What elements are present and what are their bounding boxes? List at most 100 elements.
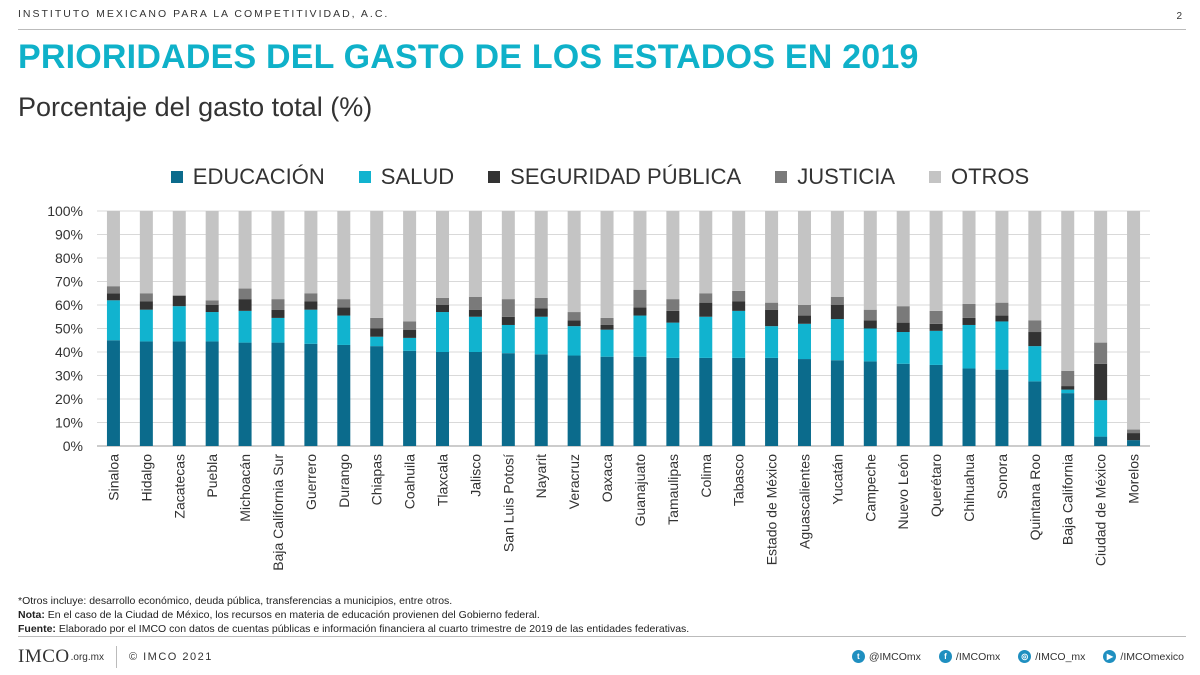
bar-segment-salud	[929, 330, 943, 365]
chart-legend: EDUCACIÓN SALUD SEGURIDAD PÚBLICA JUSTIC…	[0, 164, 1200, 190]
imco-logo[interactable]: IMCO	[18, 646, 70, 667]
legend-label-justicia: JUSTICIA	[797, 164, 895, 189]
bar-segment-seguridad	[797, 315, 811, 324]
bar-segment-salud	[436, 312, 450, 352]
twitter-icon: t	[851, 650, 865, 663]
page-title: PRIORIDADES DEL GASTO DE LOS ESTADOS EN …	[18, 38, 919, 76]
x-tick-label: Tamaulipas	[665, 454, 681, 525]
x-tick-label: Morelos	[1126, 454, 1142, 504]
bar-segment-otros	[567, 211, 581, 313]
bar-segment-otros	[1127, 211, 1141, 430]
bar-segment-educacion	[139, 341, 153, 446]
legend-swatch-seguridad	[488, 171, 501, 183]
bar-segment-justicia	[699, 293, 713, 303]
bar-segment-salud	[403, 337, 417, 351]
bar-segment-seguridad	[403, 329, 417, 338]
y-tick-label: 70%	[55, 274, 83, 290]
bar-segment-otros	[962, 211, 976, 304]
bar-segment-educacion	[896, 363, 910, 446]
stacked-bar-chart: 0% 10% 20% 30% 40% 50% 60% 70% 80% 90% 100% Sinaloa…	[47, 203, 1150, 571]
x-tick-label: Michoacán	[237, 454, 253, 522]
x-tick-label: Hidalgo	[138, 454, 154, 502]
bar-segment-otros	[271, 211, 285, 300]
bar-segment-justicia	[633, 289, 647, 308]
legend-item-salud: SALUD	[358, 164, 455, 190]
x-tick-label: Oaxaca	[599, 454, 615, 502]
bar-segment-otros	[337, 211, 351, 300]
bar-segment-justicia	[370, 317, 384, 329]
bar-segment-otros	[995, 211, 1009, 303]
instagram-handle: /IMCO_mx	[1035, 650, 1086, 663]
bar-segment-seguridad	[205, 305, 219, 313]
bar-segment-justicia	[436, 297, 450, 305]
x-tick-label: Chiapas	[369, 454, 385, 505]
bar-segment-salud	[666, 322, 680, 358]
x-tick-label: Ciudad de México	[1093, 454, 1109, 566]
bar-segment-seguridad	[304, 301, 318, 310]
bar-segment-otros	[468, 211, 482, 297]
bar-segment-salud	[501, 324, 515, 354]
bar-segment-seguridad	[370, 328, 384, 337]
x-tick-label: Chihuahua	[961, 454, 977, 522]
bar-segment-salud	[765, 326, 779, 358]
page-number: 2	[1176, 11, 1182, 22]
x-tick-label: Yucatán	[829, 454, 845, 505]
bar-segment-justicia	[337, 299, 351, 308]
note-fuente: Fuente: Elaborado por el IMCO con datos …	[18, 622, 689, 636]
bar-segment-seguridad	[1061, 386, 1075, 390]
bar-segment-seguridad	[1127, 433, 1141, 441]
bar-segment-educacion	[962, 368, 976, 446]
bar-segment-seguridad	[666, 310, 680, 323]
bar-segment-seguridad	[436, 305, 450, 313]
bar-segment-educacion	[403, 350, 417, 446]
bar-segment-otros	[732, 211, 746, 291]
note-nota-text: En el caso de la Ciudad de México, los r…	[44, 609, 540, 621]
x-tick-label: Querétaro	[928, 454, 944, 517]
legend-swatch-salud	[358, 171, 371, 183]
bar-segment-salud	[567, 326, 581, 356]
bar-segment-educacion	[436, 352, 450, 446]
bar-segment-justicia	[1028, 320, 1042, 333]
social-facebook[interactable]: f /IMCOmx	[938, 650, 1000, 663]
bar-segment-educacion	[501, 353, 515, 446]
bar-segment-justicia	[468, 296, 482, 310]
bar-segment-justicia	[205, 300, 219, 305]
x-tick-label: Coahuila	[402, 454, 418, 509]
bar-segment-justicia	[896, 306, 910, 323]
bar-segment-educacion	[600, 356, 614, 446]
bar-segment-otros	[797, 211, 811, 305]
facebook-icon: f	[938, 650, 952, 663]
bar-segment-justicia	[666, 299, 680, 311]
social-twitter[interactable]: t @IMCOmx	[851, 650, 921, 663]
bar-segment-seguridad	[1028, 332, 1042, 347]
x-tick-label: Veracruz	[566, 454, 582, 509]
bar-segment-otros	[238, 211, 252, 289]
bar-segment-otros	[403, 211, 417, 322]
legend-swatch-educacion	[170, 171, 183, 183]
bar-segment-educacion	[863, 361, 877, 446]
bar-segment-justicia	[765, 302, 779, 310]
organization-header: INSTITUTO MEXICANO PARA LA COMPETITIVIDA…	[18, 8, 390, 20]
bar-segment-salud	[995, 321, 1009, 370]
x-tick-label: Zacatecas	[171, 454, 187, 519]
social-links: t @IMCOmx f /IMCOmx ◎ /IMCO_mx ▶ /IMCOme…	[834, 650, 1184, 663]
social-instagram[interactable]: ◎ /IMCO_mx	[1018, 650, 1085, 663]
y-tick-label: 30%	[55, 368, 83, 384]
youtube-icon: ▶	[1103, 650, 1117, 663]
top-divider	[18, 29, 1186, 30]
bar-segment-seguridad	[534, 308, 548, 317]
x-tick-label: Colima	[698, 454, 714, 498]
bar-segment-otros	[172, 211, 186, 296]
bar-segment-seguridad	[962, 317, 976, 325]
bar-segment-educacion	[929, 364, 943, 446]
bar-segment-seguridad	[501, 316, 515, 325]
bar-segment-otros	[666, 211, 680, 300]
bar-segment-salud	[600, 329, 614, 357]
y-tick-label: 0%	[63, 438, 83, 454]
bar-segment-justicia	[600, 317, 614, 325]
legend-label-salud: SALUD	[380, 164, 455, 189]
bar-segment-otros	[1094, 211, 1108, 343]
x-tick-label: Guanajuato	[632, 454, 648, 527]
bar-segment-salud	[139, 309, 153, 342]
social-youtube[interactable]: ▶ /IMCOmexico	[1103, 650, 1184, 663]
